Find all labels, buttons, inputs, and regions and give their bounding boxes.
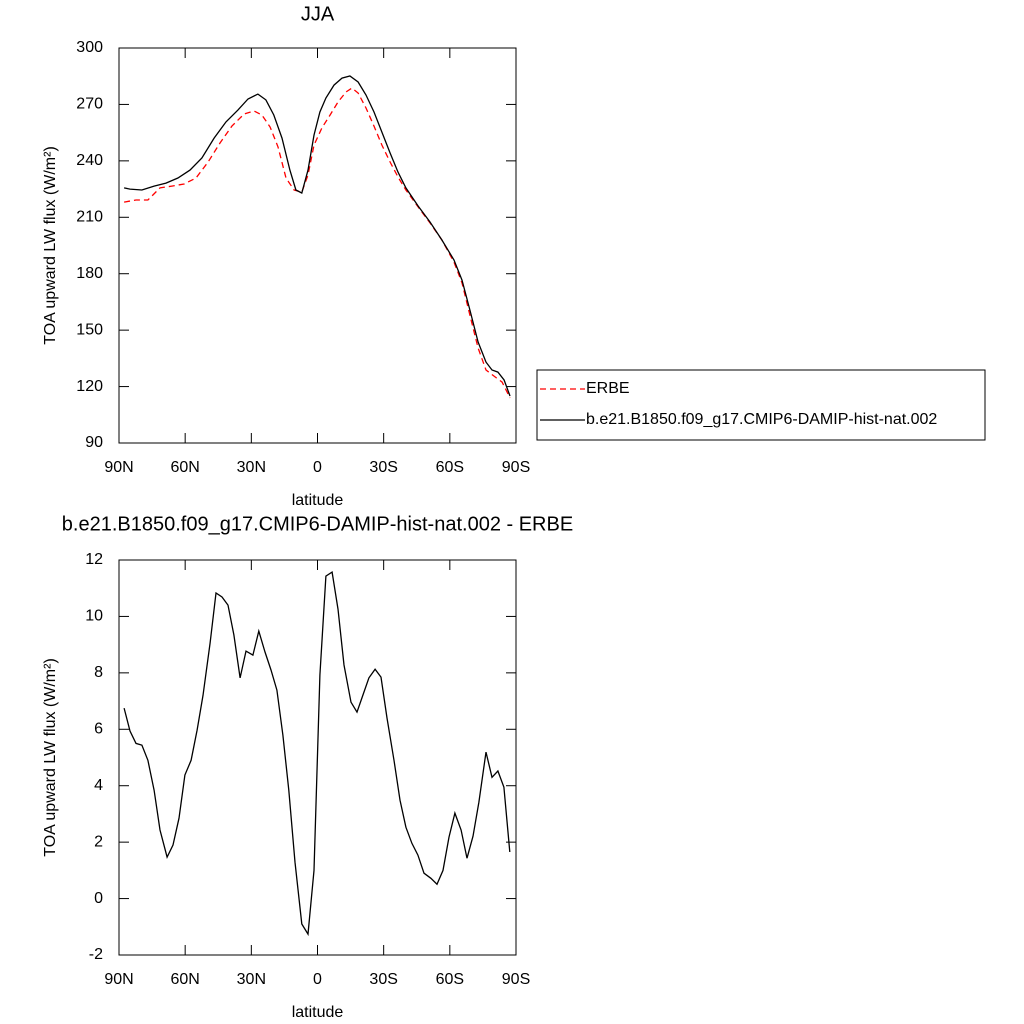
y-tick-label: 8 — [94, 664, 103, 681]
x-tick-label: 0 — [313, 971, 322, 988]
y-tick-label: 270 — [76, 96, 103, 113]
legend: ERBE b.e21.B1850.f09_g17.CMIP6-DAMIP-hist… — [536, 369, 986, 441]
y-tick-label: 4 — [94, 777, 103, 794]
x-axis-label: latitude — [292, 1004, 344, 1021]
x-tick-label: 30N — [237, 971, 266, 988]
x-tick-label: 90S — [502, 459, 530, 476]
series-line — [123, 87, 511, 399]
y-axis-label: TOA upward LW flux (W/m²) — [42, 146, 59, 345]
y-tick-label: 0 — [94, 890, 103, 907]
x-tick-label: 30S — [369, 971, 397, 988]
y-axis-label: TOA upward LW flux (W/m²) — [42, 658, 59, 857]
x-tick-label: 90N — [104, 459, 133, 476]
x-tick-label: 60S — [436, 459, 464, 476]
y-tick-label: -2 — [89, 946, 103, 963]
y-tick-label: 150 — [76, 321, 103, 338]
y-tick-label: 240 — [76, 152, 103, 169]
y-tick-label: 2 — [94, 833, 103, 850]
y-tick-label: 10 — [85, 608, 103, 625]
x-tick-label: 90N — [104, 971, 133, 988]
y-tick-label: 90 — [85, 434, 103, 451]
legend-box — [536, 369, 986, 441]
y-tick-label: 12 — [85, 551, 103, 568]
x-tick-label: 60N — [170, 459, 199, 476]
x-axis-label: latitude — [292, 492, 344, 509]
y-tick-label: 180 — [76, 265, 103, 282]
x-tick-label: 30N — [237, 459, 266, 476]
y-tick-label: 210 — [76, 209, 103, 226]
chart-title: JJA — [301, 3, 335, 25]
y-tick-label: 120 — [76, 378, 103, 395]
x-tick-label: 30S — [369, 459, 397, 476]
plot-frame — [118, 47, 517, 444]
legend-label: b.e21.B1850.f09_g17.CMIP6-DAMIP-hist-nat… — [586, 411, 937, 428]
x-tick-label: 60N — [170, 971, 199, 988]
x-tick-label: 90S — [502, 971, 530, 988]
x-tick-label: 0 — [313, 459, 322, 476]
x-tick-label: 60S — [436, 971, 464, 988]
y-tick-label: 300 — [76, 39, 103, 56]
legend-label: ERBE — [586, 380, 630, 397]
series-line — [123, 571, 511, 937]
chart-title: b.e21.B1850.f09_g17.CMIP6-DAMIP-hist-nat… — [62, 513, 573, 535]
y-tick-label: 6 — [94, 721, 103, 738]
series-line — [123, 75, 511, 397]
